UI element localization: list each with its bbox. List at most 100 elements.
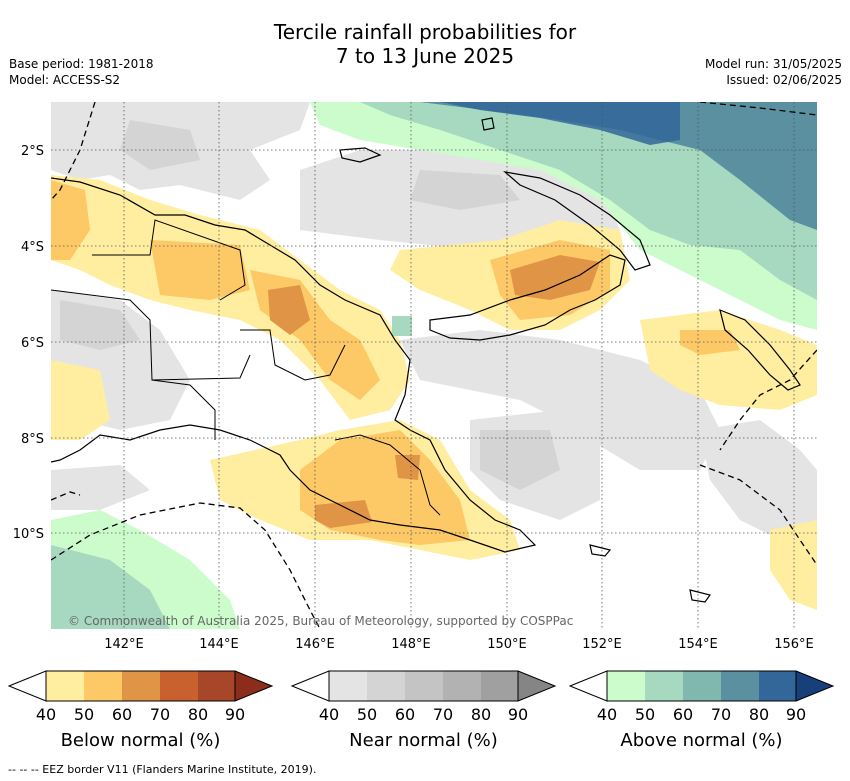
cb-below-tick-40: 40 — [36, 705, 56, 724]
colorbar-near-segment-4 — [443, 671, 481, 701]
cb-near-tick-90: 90 — [508, 705, 528, 724]
lon-label-152e: 152°E — [582, 637, 622, 652]
cb-below-tick-60: 60 — [112, 705, 132, 724]
eez-border-east — [719, 349, 817, 451]
below-normal-area-north-coast-core — [510, 255, 600, 300]
cb-below-tick-80: 80 — [188, 705, 208, 724]
mainland-coastline — [51, 177, 537, 553]
coastlines — [51, 117, 801, 603]
border-line-5 — [151, 354, 251, 381]
colorbar-above-high-arrow — [796, 671, 833, 701]
colorbar-below-segment-2 — [84, 671, 122, 701]
below-normal-area-southeast-edge — [770, 520, 817, 610]
above-normal-area-northeast-core — [420, 102, 817, 230]
eez-border-southeast — [699, 464, 817, 566]
colorbar-below-segment-5 — [198, 671, 235, 701]
eez-borders — [51, 102, 817, 629]
lon-label-142e: 142°E — [104, 637, 144, 652]
copyright-notice: © Commonwealth of Australia 2025, Bureau… — [68, 614, 573, 628]
colorbar-near-arrow-outline — [517, 670, 557, 702]
colorbar-below-segment-1 — [46, 671, 84, 701]
cb-above-tick-40: 40 — [597, 705, 617, 724]
above-normal-area-southwest-core — [51, 545, 170, 629]
colorbar-near-segment-5 — [481, 671, 518, 701]
lon-label-150e: 150°E — [487, 637, 527, 652]
near-normal-area-north-core — [410, 170, 520, 210]
province-borders — [51, 219, 441, 516]
colorbar-below-high-arrow — [235, 671, 272, 701]
colorbar-above — [568, 670, 835, 702]
colorbar-below-frame — [45, 670, 236, 702]
above-normal-area-small — [392, 316, 412, 336]
lat-label-2s: 2°S — [21, 144, 44, 159]
issued-date: Issued: 02/06/2025 — [726, 73, 842, 87]
cb-near-tick-60: 60 — [395, 705, 415, 724]
cb-above-tick-90: 90 — [786, 705, 806, 724]
below-normal-area-south-core — [395, 455, 420, 480]
colorbar-above-segment-1 — [607, 671, 645, 701]
border-line-3 — [240, 329, 346, 381]
cb-above-tick-70: 70 — [711, 705, 731, 724]
colorbar-above-segment-2 — [645, 671, 683, 701]
below-normal-area-western-highlands — [150, 240, 250, 300]
cb-near-tick-50: 50 — [357, 705, 377, 724]
lat-label-10s: 10°S — [13, 527, 44, 542]
near-normal-area-west-core — [60, 300, 140, 350]
colorbar-below — [7, 670, 274, 702]
lon-label-156e: 156°E — [774, 637, 814, 652]
near-normal-area-southwest — [51, 465, 150, 510]
eez-border-southwest — [51, 491, 81, 501]
new-britain-coastline — [429, 254, 626, 341]
lon-label-154e: 154°E — [678, 637, 718, 652]
title-line-1: Tercile rainfall probabilities for — [273, 20, 577, 44]
cb-below-tick-70: 70 — [150, 705, 170, 724]
eez-border-north — [699, 102, 817, 116]
colorbar-near-low-arrow — [290, 670, 330, 702]
cb-above-tick-80: 80 — [749, 705, 769, 724]
colorbar-near-segment-1 — [329, 671, 367, 701]
model-label: Model: ACCESS-S2 — [9, 73, 121, 87]
near-normal-area-east — [700, 420, 817, 540]
colorbar-below-segment-3 — [122, 671, 160, 701]
below-normal-area-highlands-core — [268, 285, 310, 335]
small-island-1 — [481, 117, 495, 131]
below-normal-regions — [51, 175, 817, 610]
near-normal-area-nw-core — [120, 120, 200, 170]
colorbar-above-segment-3 — [683, 671, 721, 701]
cb-near-tick-80: 80 — [471, 705, 491, 724]
below-normal-area-east-core — [680, 330, 740, 355]
colorbar-above-arrow-outline — [795, 670, 835, 702]
border-line-4 — [334, 434, 441, 516]
below-normal-area-far-west — [51, 360, 110, 440]
lon-label-146e: 146°E — [295, 637, 335, 652]
lon-label-148e: 148°E — [391, 637, 431, 652]
above-normal-regions — [51, 102, 817, 629]
lat-label-4s: 4°S — [21, 240, 44, 255]
colorbar-below-arrow-outline — [234, 670, 274, 702]
colorbar-tick-labels: 40 50 60 70 80 90 40 50 60 70 80 90 40 5… — [36, 705, 806, 724]
colorbar-below-segment-4 — [160, 671, 198, 701]
border-line-2 — [92, 219, 246, 301]
colorbar-near-title: Near normal (%) — [349, 730, 498, 751]
eez-footer-note: -- -- -- EEZ border V11 (Flanders Marine… — [8, 763, 317, 776]
lat-label-8s: 8°S — [21, 432, 44, 447]
colorbar-above-segment-5 — [759, 671, 796, 701]
colorbar-near-segment-3 — [405, 671, 443, 701]
small-island-2 — [689, 589, 712, 603]
new-ireland-coastline — [502, 171, 651, 271]
eez-border-south — [51, 502, 321, 629]
colorbar-below-low-arrow — [7, 670, 47, 702]
axis-labels: 2°S 4°S 6°S 8°S 10°S 142°E 144°E 146°E 1… — [13, 144, 814, 652]
colorbar-near — [290, 670, 557, 702]
model-run: Model run: 31/05/2025 — [704, 57, 842, 71]
above-normal-area-northeast-peak — [440, 102, 680, 145]
title-line-2: 7 to 13 June 2025 — [335, 44, 515, 68]
base-period: Base period: 1981-2018 — [9, 57, 154, 71]
eez-border-west — [51, 102, 96, 201]
cb-near-tick-70: 70 — [433, 705, 453, 724]
cb-near-tick-40: 40 — [319, 705, 339, 724]
cb-below-tick-50: 50 — [74, 705, 94, 724]
small-island-3 — [589, 544, 612, 557]
map-panel: © Commonwealth of Australia 2025, Bureau… — [51, 102, 817, 629]
